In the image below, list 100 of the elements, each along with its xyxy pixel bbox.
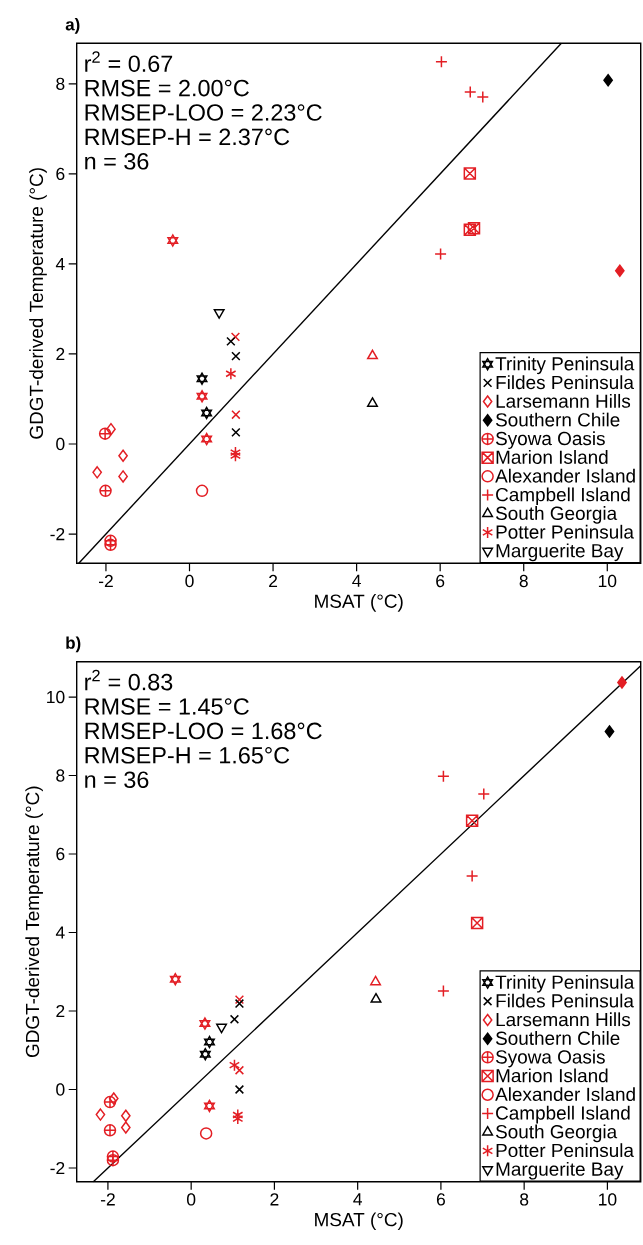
- x-tick-label: 6: [436, 1193, 445, 1206]
- y-tick-label: -2: [50, 1161, 65, 1175]
- x-tick-label: -2: [98, 574, 113, 587]
- point: [118, 449, 128, 462]
- y-tick-label: 6: [56, 167, 65, 181]
- point: [169, 972, 181, 986]
- point: [463, 167, 477, 180]
- legend-label: Marion Island: [496, 450, 608, 464]
- point: [467, 222, 481, 235]
- x-tick-label: 10: [598, 574, 617, 588]
- legend-label: Syowa Oasis: [495, 1049, 605, 1068]
- legend-label: Campbell Island: [496, 487, 630, 506]
- legend-label: Southern Chile: [495, 412, 620, 427]
- y-axis-title: GDGT-derived Temperature (°C): [29, 168, 47, 439]
- point: [216, 1023, 228, 1034]
- point: [106, 1153, 120, 1167]
- y-tick-label: 0: [56, 437, 65, 451]
- point: [203, 1099, 215, 1113]
- legend-label: South Georgia: [495, 506, 618, 524]
- annotation: r$^{2}$ = 0.67: [85, 51, 173, 72]
- annotation: n = 36: [85, 771, 149, 789]
- annotation: RMSEP-LOO = 1.68°C: [85, 722, 322, 740]
- y-tick-label: -2: [50, 527, 65, 541]
- point: [108, 1092, 119, 1105]
- y-tick-label: 0: [56, 1083, 65, 1096]
- x-tick-label: 2: [269, 574, 278, 587]
- y-tick-label: 6: [56, 847, 65, 861]
- point: [98, 427, 112, 440]
- point: [201, 432, 213, 446]
- annotation: RMSEP-LOO = 2.23°C: [85, 104, 322, 121]
- y-tick-label: 2: [56, 347, 65, 361]
- x-tick-label: 4: [352, 574, 361, 587]
- point: [106, 422, 116, 436]
- x-tick-label: 4: [353, 1193, 362, 1206]
- point: [196, 390, 208, 403]
- y-tick-label: 4: [55, 926, 65, 939]
- point: [120, 1121, 131, 1134]
- annotation: n = 36: [85, 153, 149, 170]
- point: [92, 466, 103, 479]
- legend-label: Southern Chile: [495, 1031, 620, 1045]
- legend-label: Potter Peninsula: [496, 1143, 634, 1158]
- x-tick-label: 2: [270, 1193, 279, 1206]
- point: [225, 367, 237, 381]
- point: [234, 1084, 245, 1095]
- chart-title: b): [66, 636, 81, 653]
- legend-label: Larsemann Hills: [496, 1012, 631, 1027]
- legend-label: Alexander Island: [495, 1087, 635, 1102]
- point: [103, 1095, 117, 1109]
- legend-label: Trinity Peninsula: [495, 356, 635, 375]
- y-axis-title: GDGT-derived Temperature (°C): [25, 786, 43, 1058]
- legend-label: Larsemann Hills: [496, 393, 631, 408]
- point: [199, 1017, 211, 1030]
- legend-label: South Georgia: [495, 1124, 618, 1143]
- point: [229, 1014, 240, 1024]
- x-tick-label: 10: [599, 1193, 617, 1206]
- point: [167, 234, 179, 247]
- legend-label: Fildes Peninsula: [496, 993, 634, 1008]
- chart-title: a): [65, 18, 80, 34]
- annotation: RMSEP-H = 2.37°C: [85, 128, 290, 146]
- legend-label: Alexander Island: [495, 468, 635, 483]
- x-tick-label: 8: [519, 574, 528, 588]
- point: [470, 916, 484, 930]
- x-tick-label: -2: [100, 1193, 115, 1206]
- legend-label: Fildes Peninsula: [496, 375, 634, 390]
- x-axis-title: MSAT (°C): [315, 1212, 403, 1231]
- point: [465, 814, 479, 827]
- point: [99, 484, 112, 498]
- point: [106, 1150, 120, 1163]
- x-axis-title: MSAT (°C): [315, 594, 403, 612]
- legend-label: Marguerite Bay: [496, 1161, 624, 1180]
- point: [213, 309, 225, 319]
- legend-label: Trinity Peninsula: [495, 974, 635, 993]
- point: [231, 427, 241, 437]
- x-tick-label: 8: [520, 1193, 529, 1206]
- point: [95, 1108, 106, 1121]
- legend-label: Syowa Oasis: [495, 431, 605, 449]
- legend-label: Potter Peninsula: [496, 524, 634, 539]
- x-tick-label: 0: [187, 1193, 196, 1206]
- point: [103, 1124, 117, 1137]
- x-tick-label: 6: [436, 574, 445, 588]
- point: [234, 998, 245, 1009]
- annotation: RMSE = 1.45°C: [85, 698, 249, 715]
- point: [228, 1058, 240, 1072]
- y-tick-label: 8: [56, 77, 65, 90]
- point: [118, 470, 128, 483]
- point: [120, 1109, 131, 1123]
- y-tick-label: 8: [56, 769, 65, 782]
- annotation: r$^{2}$ = 0.83: [85, 669, 173, 691]
- legend-label: Marguerite Bay: [496, 543, 624, 562]
- point: [231, 351, 241, 361]
- x-tick-label: 0: [185, 574, 194, 588]
- annotation: RMSE = 2.00°C: [85, 79, 249, 97]
- point: [463, 223, 477, 236]
- annotation: RMSEP-H = 1.65°C: [85, 747, 290, 764]
- legend-label: Campbell Island: [496, 1105, 630, 1124]
- y-tick-label: 4: [55, 257, 65, 270]
- legend-label: Marion Island: [496, 1068, 608, 1083]
- y-tick-label: 10: [47, 690, 65, 704]
- y-tick-label: 2: [56, 1004, 65, 1018]
- point: [226, 336, 236, 346]
